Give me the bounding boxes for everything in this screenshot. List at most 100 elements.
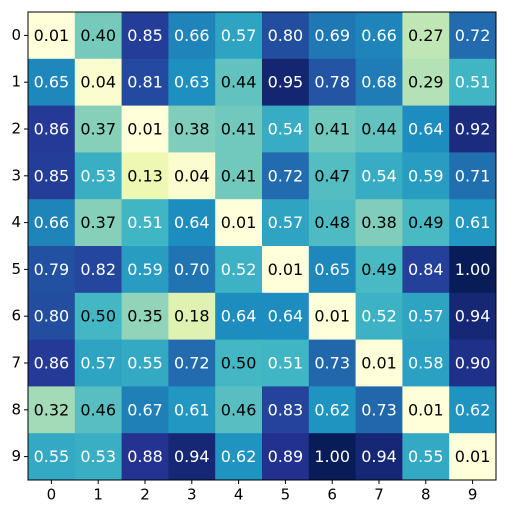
cell [28,12,76,60]
cell [308,433,357,481]
cell-label: 0.86 [34,354,70,373]
cell [402,12,450,60]
cell-label: 0.59 [127,260,163,279]
cell-label: 0.46 [221,400,257,419]
cell-label: 0.04 [174,166,210,185]
cell [355,246,403,294]
cell [308,339,357,387]
cell [355,386,403,434]
cell [74,292,123,341]
cell [28,386,76,434]
cell [262,292,310,341]
cell [28,292,76,341]
cell-label: 0.64 [268,307,304,326]
cell [168,58,216,107]
x-tick-label: 4 [234,486,244,504]
cell [121,58,169,107]
cell-label: 0.04 [80,73,116,92]
cell [355,58,403,107]
cell-label: 0.94 [455,307,491,326]
y-tick-label: 9 [11,447,21,465]
cell [168,105,216,153]
cell [74,199,123,247]
cell [449,339,497,387]
cell [308,292,357,341]
cell-label: 0.50 [221,354,257,373]
cell [121,339,169,387]
cell-label: 0.64 [408,120,444,139]
x-tick-label: 5 [281,486,291,504]
cell-label: 0.72 [268,166,304,185]
cell [262,58,310,107]
cell [262,105,310,153]
cell-label: 0.52 [361,307,397,326]
y-tick-label: 7 [11,354,21,372]
cell-label: 0.51 [455,73,491,92]
cell-label: 0.81 [127,73,163,92]
x-tick-label: 0 [47,486,57,504]
cell [28,58,76,107]
cell-label: 0.67 [127,400,163,419]
cell-label: 0.41 [314,120,350,139]
cell-label: 0.73 [314,354,350,373]
cell [28,246,76,294]
x-tick-label: 9 [468,486,478,504]
cell [449,433,497,481]
cell-label: 1.00 [314,447,350,466]
cell-label: 0.88 [127,447,163,466]
cell-label: 0.55 [127,354,163,373]
cell-label: 0.94 [361,447,397,466]
cell [355,292,403,341]
cell [215,58,263,107]
x-tick-label: 3 [187,486,197,504]
cell [121,105,169,153]
y-tick-label: 8 [11,400,21,418]
cell-label: 0.71 [455,166,491,185]
cell-label: 0.55 [34,447,70,466]
cell [215,199,263,247]
cell [121,246,169,294]
cell-label: 0.01 [361,354,397,373]
cell [74,58,123,107]
cell-label: 0.51 [268,354,304,373]
cell [168,292,216,341]
cell-label: 0.72 [455,26,491,45]
cell [121,386,169,434]
cell [402,386,450,434]
cell-label: 0.57 [80,354,116,373]
cell-label: 0.94 [174,447,210,466]
cell-label: 0.63 [174,73,210,92]
cell-label: 0.64 [174,213,210,232]
cell-label: 0.66 [361,26,397,45]
cell [262,152,310,200]
cell-label: 0.13 [127,166,163,185]
cell [28,433,76,481]
cell-label: 0.84 [408,260,444,279]
cell-label: 0.64 [221,307,257,326]
y-tick-label: 5 [11,260,21,278]
cell-label: 0.51 [127,213,163,232]
cell [449,292,497,341]
cell [215,292,263,341]
cell-label: 0.72 [174,354,210,373]
cell [308,12,357,60]
cell [74,105,123,153]
cell [402,105,450,153]
cell [215,246,263,294]
cell [262,386,310,434]
cell [215,386,263,434]
cell-label: 0.90 [455,354,491,373]
cell [121,292,169,341]
cell-label: 0.58 [408,354,444,373]
cell-label: 0.40 [80,26,116,45]
cell-label: 0.62 [221,447,257,466]
cell [402,246,450,294]
cell [168,433,216,481]
cell [355,105,403,153]
cell [308,246,357,294]
cell-label: 0.37 [80,120,116,139]
cell-label: 0.59 [408,166,444,185]
cell-label: 0.49 [361,260,397,279]
cell-label: 0.37 [80,213,116,232]
